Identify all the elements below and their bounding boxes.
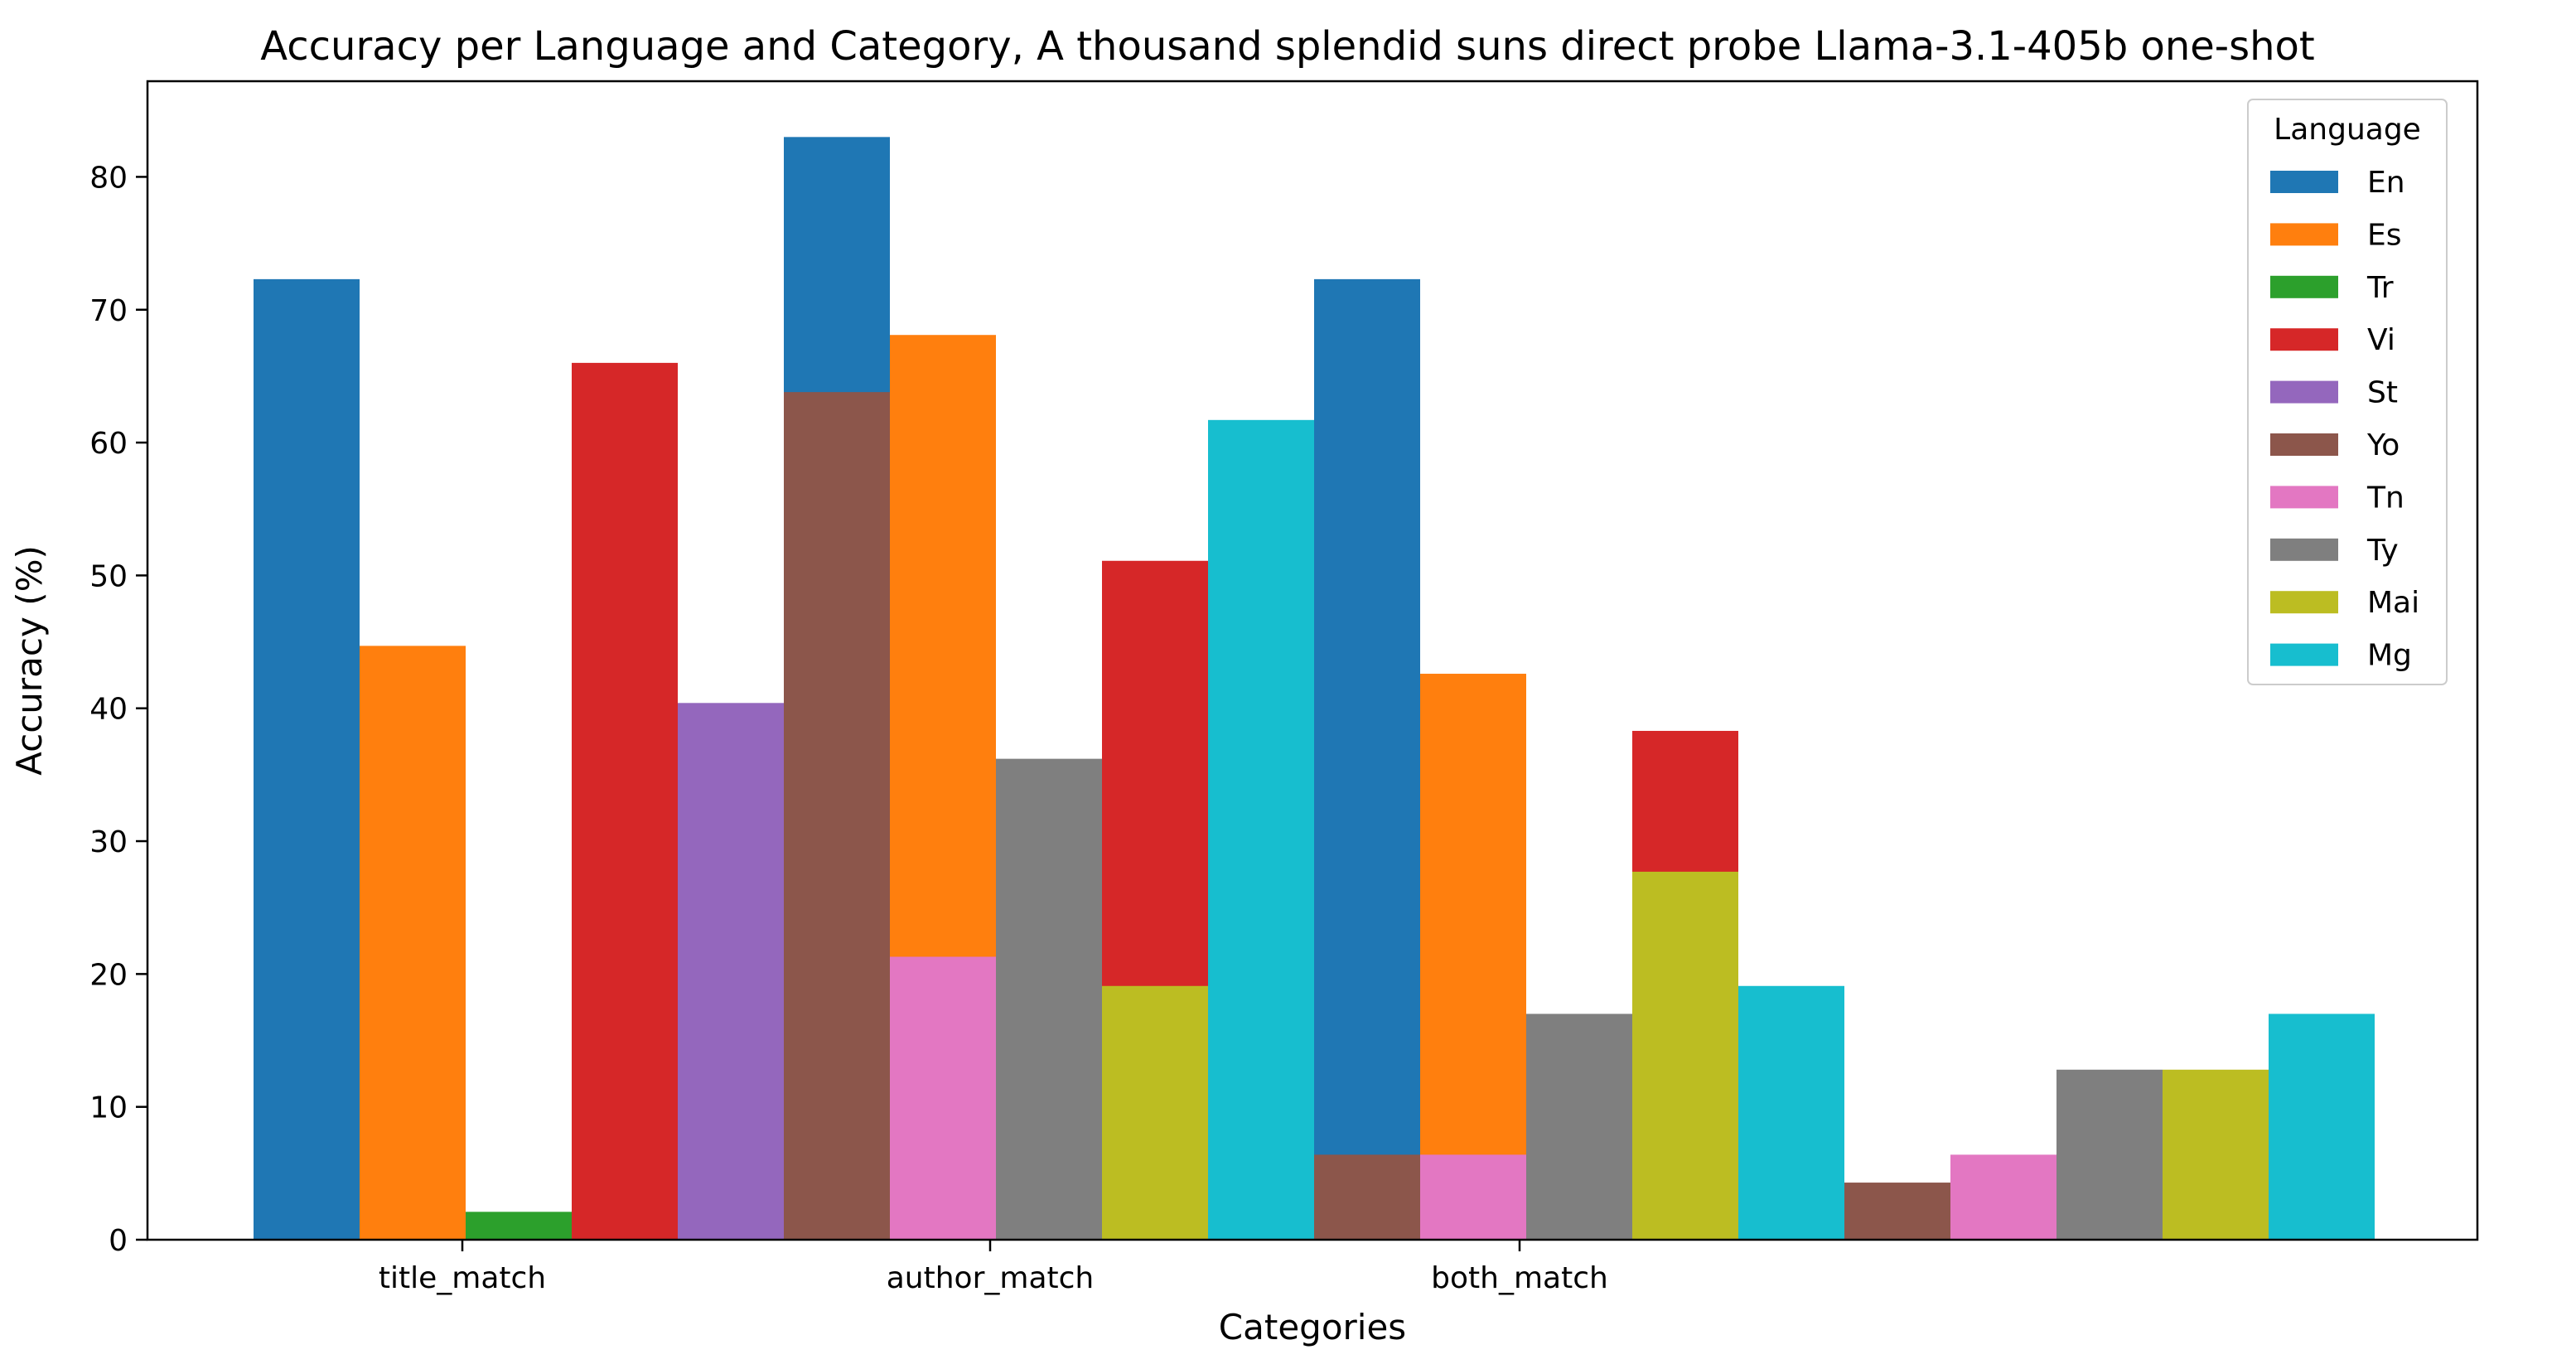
bar-yo-both_match (1844, 1183, 1950, 1240)
chart-title: Accuracy per Language and Category, A th… (260, 23, 2314, 70)
bar-tr-title_match (466, 1212, 572, 1240)
legend: Language En Es Tr Vi St Yo Tn Ty Mai Mg (2247, 99, 2448, 685)
legend-swatch-tr (2270, 275, 2338, 298)
bar-en-title_match (254, 278, 360, 1241)
y-tick-label: 10 (89, 1091, 128, 1125)
legend-swatch-ty (2270, 538, 2338, 561)
y-axis: 0 10 20 30 40 50 60 70 80 (89, 161, 147, 1258)
plot-frame (146, 80, 2479, 1241)
legend-swatch-tn (2270, 486, 2338, 509)
y-tick-label: 70 (89, 294, 128, 328)
legend-box (2247, 99, 2448, 685)
y-tick-label: 20 (89, 958, 128, 992)
x-tick-label: title_match (379, 1261, 546, 1295)
bar-mg-title_match (1208, 419, 1314, 1240)
legend-title: Language (2274, 113, 2421, 147)
legend-swatch-st (2270, 380, 2338, 404)
y-tick-label: 0 (109, 1224, 128, 1258)
x-axis: title_match author_match both_match (379, 1240, 1608, 1295)
bar-ty-both_match (2056, 1069, 2163, 1240)
legend-swatch-yo (2270, 433, 2338, 456)
bar-st-title_match (678, 703, 784, 1240)
legend-label-en: En (2367, 166, 2405, 200)
bar-en-both_match (1314, 278, 1420, 1241)
legend-label-yo: Yo (2366, 428, 2400, 462)
y-tick-label: 50 (89, 559, 128, 593)
bar-tn-author_match (1420, 1154, 1526, 1240)
bar-mai-title_match (1102, 985, 1208, 1240)
bar-mai-both_match (2163, 1069, 2269, 1240)
legend-swatch-en (2270, 171, 2338, 193)
y-tick-label: 80 (89, 161, 128, 195)
legend-label-ty: Ty (2366, 534, 2399, 568)
bar-mg-author_match (1738, 985, 1844, 1240)
bar-mai-author_match (1632, 871, 1738, 1240)
legend-label-st: St (2367, 376, 2398, 410)
bar-ty-author_match (1526, 1013, 1632, 1240)
bar-tn-title_match (890, 956, 996, 1240)
bar-yo-title_match (784, 392, 890, 1240)
bar-tn-both_match (1950, 1154, 2056, 1240)
bar-ty-title_match (996, 758, 1102, 1240)
bar-mg-both_match (2269, 1013, 2375, 1240)
y-tick-label: 40 (89, 693, 128, 727)
legend-label-vi: Vi (2367, 323, 2395, 357)
y-tick-label: 30 (89, 825, 128, 859)
x-tick-label: both_match (1431, 1261, 1608, 1295)
bar-yo-author_match (1314, 1154, 1420, 1240)
legend-swatch-vi (2270, 328, 2338, 351)
bar-vi-title_match (572, 362, 678, 1240)
x-axis-label: Categories (1219, 1307, 1406, 1347)
legend-label-mg: Mg (2367, 639, 2412, 673)
legend-label-tr: Tr (2366, 271, 2394, 305)
legend-label-es: Es (2367, 218, 2402, 252)
legend-label-mai: Mai (2367, 586, 2419, 620)
y-tick-label: 60 (89, 427, 128, 461)
bars-group (254, 137, 2375, 1241)
legend-swatch-mai (2270, 591, 2338, 614)
legend-swatch-es (2270, 223, 2338, 246)
legend-label-tn: Tn (2366, 481, 2404, 515)
y-axis-label: Accuracy (%) (9, 545, 50, 776)
x-tick-label: author_match (887, 1261, 1095, 1295)
bar-es-title_match (360, 646, 466, 1240)
bar-es-both_match (1420, 674, 1526, 1240)
legend-swatch-mg (2270, 643, 2338, 666)
